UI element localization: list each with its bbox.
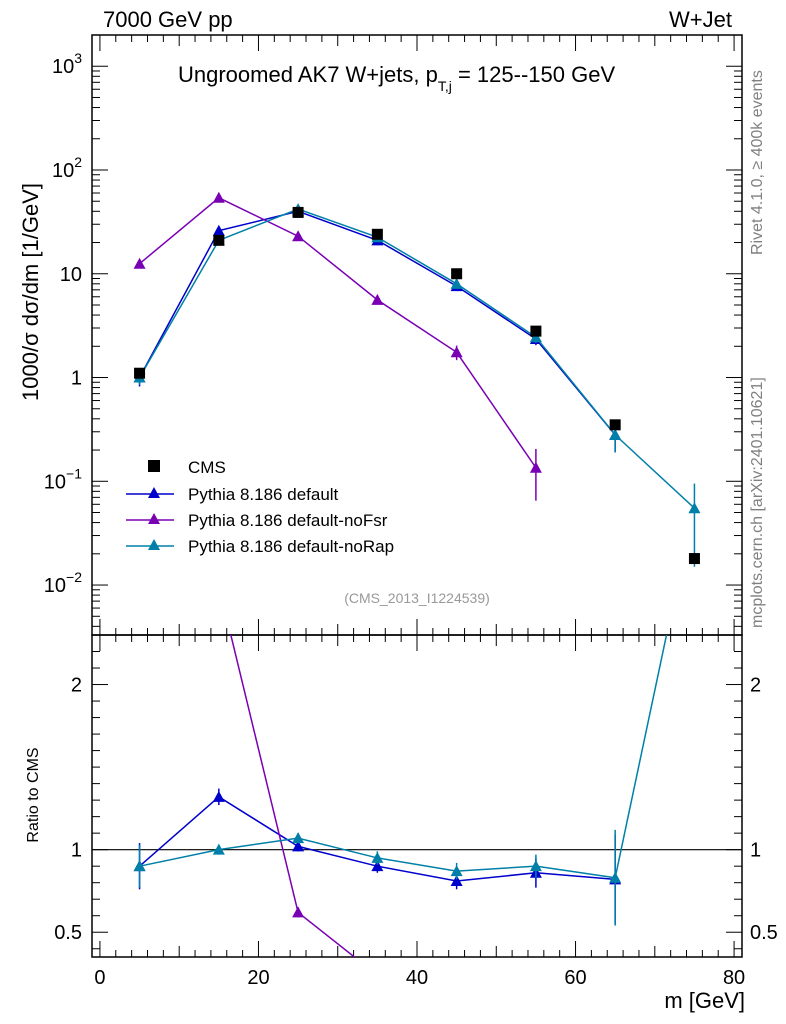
legend-marker-norap [148,539,160,550]
point-nofsr [212,191,225,203]
ratio-point-default [212,790,225,802]
ratio-point-norap [212,843,225,855]
point-cms [371,228,383,240]
ratio-panel: 2 2 1 1 0.5 0.5 0 20 40 60 80 Ratio to CMS m [GeV] [25,634,778,1013]
point-cms [292,206,304,218]
legend-label-norap: Pythia 8.186 default-noRap [188,537,394,556]
ratio-y-tick-label-right: 2 [750,675,761,697]
ratio-point-norap [292,832,305,844]
point-norap [688,502,701,514]
point-cms [530,325,542,337]
series-line-norap [138,208,695,509]
point-nofsr [529,461,542,473]
ratio-point-nofsr [292,906,305,918]
ratio-y-axis-label: Ratio to CMS [25,747,42,842]
point-cms [688,553,700,565]
process-label: W+Jet [669,7,732,32]
ratio-point-norap [529,860,542,872]
ratio-y-tick-label-right: 0.5 [750,922,778,944]
x-tick-label: 80 [723,967,745,989]
legend-label-nofsr: Pythia 8.186 default-noFsr [188,511,388,530]
main-title: Ungroomed AK7 W+jets, pT,j = 125--150 Ge… [178,62,615,94]
ratio-point-default [450,875,463,887]
ratio-y-tick-label-right: 1 [750,840,761,862]
ratio-point-default [371,860,384,872]
y-tick-label: 10−2 [44,569,82,597]
rivet-label: Rivet 4.1.0, ≥ 400k events [749,70,766,255]
point-nofsr [371,293,384,305]
legend-marker-nofsr [148,513,160,524]
mcplots-label: mcplots.cern.ch [arXiv:2401.10621] [749,377,766,628]
x-axis-label: m [GeV] [664,988,745,1013]
ratio-point-norap [609,871,622,883]
point-nofsr [450,346,463,358]
point-cms [213,234,225,246]
energy-label: 7000 GeV pp [103,7,233,32]
ratio-line-nofsr [230,635,356,957]
legend-marker-default [148,487,160,498]
y-tick-label: 10−1 [44,465,82,493]
ratio-point-norap [133,860,146,872]
ratio-y-tick-label: 1 [71,840,82,862]
ratio-panel-frame [91,634,743,958]
ratio-y-tick-label: 2 [71,675,82,697]
series-line-nofsr [139,196,537,469]
point-nofsr [292,230,305,242]
point-cms [609,419,621,431]
y-tick-label: 10 [60,264,82,286]
ratio-point-default [292,840,305,852]
x-tick-label: 60 [564,967,586,989]
point-nofsr [133,257,146,269]
x-tick-label: 20 [247,967,269,989]
ratio-y-tick-label: 0.5 [54,922,82,944]
legend-marker-cms [148,460,160,472]
point-cms [451,268,463,280]
legend-label-default: Pythia 8.186 default [188,485,339,504]
point-default [212,224,225,236]
point-norap [529,331,542,343]
y-tick-label: 103 [52,50,82,78]
point-norap [450,277,463,289]
y-tick-label: 102 [52,154,82,182]
point-cms [134,367,146,379]
x-tick-label: 0 [94,967,105,989]
y-tick-label: 1 [71,368,82,390]
ratio-point-norap [450,865,463,877]
x-tick-label: 40 [406,967,428,989]
point-norap [609,428,622,440]
ratio-line-norap [139,635,668,879]
y-axis-label: 1000/σ dσ/dm [1/GeV] [18,183,43,401]
legend: CMS Pythia 8.186 default Pythia 8.186 de… [126,458,394,556]
ratio-point-norap [371,851,384,863]
reference-label: (CMS_2013_I1224539) [344,590,490,606]
legend-label-cms: CMS [188,458,226,477]
